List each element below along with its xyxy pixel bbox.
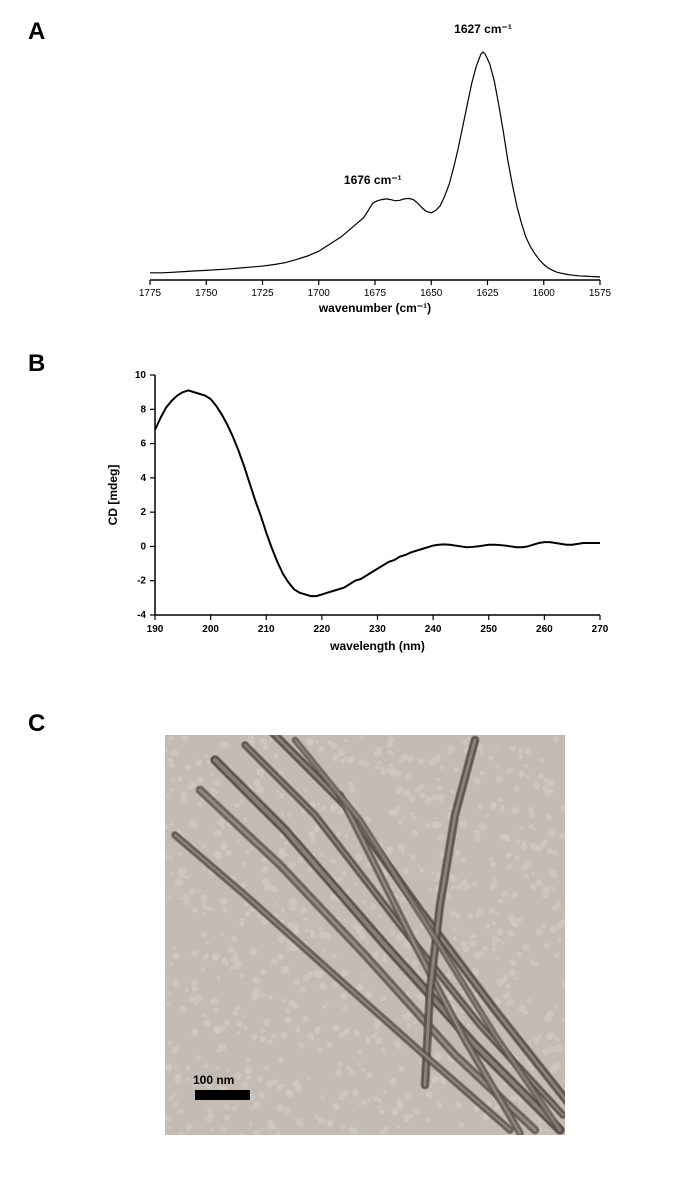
svg-text:200: 200 <box>202 624 219 635</box>
svg-text:1750: 1750 <box>195 288 218 299</box>
panel-b-chart: 190200210220230240250260270wavelength (n… <box>100 360 620 660</box>
svg-text:0: 0 <box>140 541 146 552</box>
svg-text:1600: 1600 <box>533 288 556 299</box>
svg-text:1625: 1625 <box>476 288 499 299</box>
panel-a-chart: 1775 1750 1725 1700 1675 1650 1625 1600 1575 wave… <box>100 20 620 320</box>
svg-text:1676 cm⁻¹: 1676 cm⁻¹ <box>344 173 402 187</box>
svg-text:CD [mdeg]: CD [mdeg] <box>106 465 120 526</box>
svg-text:4: 4 <box>140 473 146 484</box>
scalebar-label: 100 nm <box>193 1073 234 1087</box>
svg-text:230: 230 <box>369 624 386 635</box>
svg-text:1627 cm⁻¹: 1627 cm⁻¹ <box>454 22 512 36</box>
svg-text:1650: 1650 <box>420 288 443 299</box>
scalebar <box>195 1090 250 1100</box>
svg-text:1575: 1575 <box>589 288 612 299</box>
svg-text:2: 2 <box>140 507 146 518</box>
panel-c-micrograph: 100 nm <box>165 735 565 1135</box>
svg-text:1675: 1675 <box>364 288 387 299</box>
svg-text:10: 10 <box>135 370 147 381</box>
svg-text:190: 190 <box>147 624 164 635</box>
svg-text:260: 260 <box>536 624 553 635</box>
svg-text:250: 250 <box>480 624 497 635</box>
svg-text:-2: -2 <box>137 576 146 587</box>
panel-a-label: A <box>28 18 45 46</box>
svg-text:wavenumber (cm⁻¹): wavenumber (cm⁻¹) <box>318 301 431 315</box>
svg-text:1725: 1725 <box>251 288 274 299</box>
svg-text:270: 270 <box>592 624 609 635</box>
svg-text:1700: 1700 <box>308 288 331 299</box>
svg-text:1775: 1775 <box>139 288 162 299</box>
panel-c-label: C <box>28 710 45 738</box>
svg-text:6: 6 <box>140 439 146 450</box>
svg-text:8: 8 <box>140 404 146 415</box>
svg-text:240: 240 <box>425 624 442 635</box>
svg-text:-4: -4 <box>137 610 146 621</box>
panel-b-label: B <box>28 350 45 378</box>
svg-text:wavelength (nm): wavelength (nm) <box>329 639 425 653</box>
svg-text:220: 220 <box>314 624 331 635</box>
svg-text:210: 210 <box>258 624 275 635</box>
